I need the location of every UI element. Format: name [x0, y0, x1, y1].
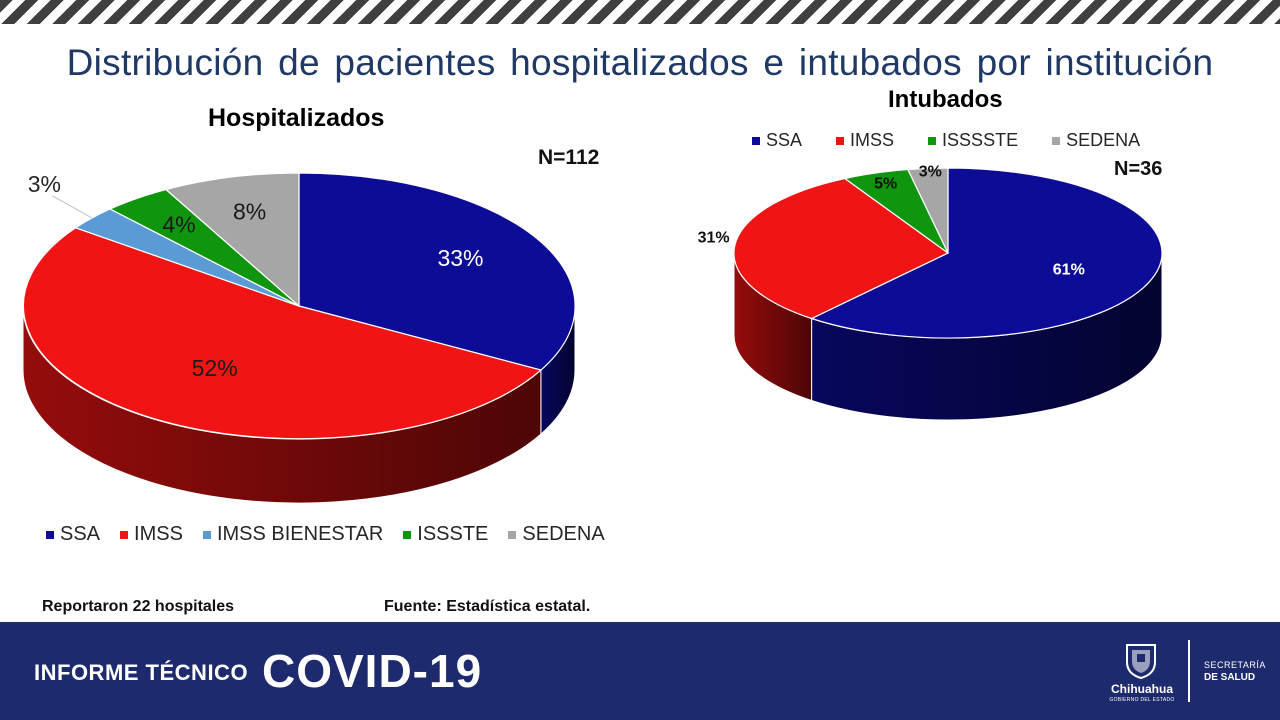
hospitals-reported-note: Reportaron 22 hospitales	[42, 598, 235, 615]
legend-item-ssa: SSA	[752, 130, 802, 151]
data-label-ssa: 61%	[1053, 262, 1085, 279]
page-title: Distribución de pacientes hospitalizados…	[66, 42, 1214, 83]
chart-title-intubados: Intubados	[888, 86, 1003, 113]
legend-intubados: SSA IMSS ISSSSTE SEDENA	[752, 130, 1174, 151]
top-stripe	[0, 0, 1280, 24]
data-label-imss-bienestar: 3%	[28, 171, 61, 197]
chart-title-hospitalizados: Hospitalizados	[208, 104, 385, 132]
data-label-issste: 5%	[874, 175, 897, 192]
legend-swatch	[46, 530, 54, 539]
data-label-ssa: 33%	[437, 245, 483, 271]
legend-label: ISSSSTE	[942, 130, 1019, 150]
legend-item-imss: IMSS	[120, 523, 183, 546]
legend-label: ISSSTE	[417, 523, 489, 545]
report-label: INFORME TÉCNICO	[34, 660, 249, 685]
legend-item-imss: IMSS	[836, 130, 894, 151]
state-crest-icon	[1126, 644, 1156, 680]
pie-slice-sedena	[164, 172, 300, 308]
data-label-issste: 4%	[162, 211, 195, 237]
legend-label: SEDENA	[522, 523, 605, 545]
data-label-sedena: 3%	[919, 164, 942, 181]
sample-size-hospitalizados: N=112	[538, 146, 600, 169]
pie-slice-imss	[22, 227, 543, 440]
legend-label: SEDENA	[1066, 130, 1141, 150]
salud-label: DE SALUD	[1204, 672, 1256, 683]
legend-swatch	[202, 530, 211, 539]
legend-item-ssa: SSA	[46, 523, 100, 546]
legend-hospitalizados: SSA IMSS IMSS BIENESTAR ISSSTE SEDENA	[46, 523, 625, 546]
legend-label: IMSS BIENESTAR	[216, 523, 384, 545]
legend-swatch	[836, 136, 845, 145]
report-title: COVID-19	[262, 645, 483, 697]
legend-label: IMSS	[134, 523, 183, 545]
legend-item-issste: ISSSTE	[403, 523, 488, 546]
footer-banner: INFORME TÉCNICO COVID-19 Chihuahua GOBIE…	[0, 622, 1280, 720]
sample-size-intubados: N=36	[1114, 158, 1163, 180]
logo-divider	[1188, 640, 1190, 702]
secretaria-label: SECRETARÍA	[1204, 660, 1266, 670]
government-logo-text: Chihuahua	[1111, 682, 1173, 696]
pie-slice-ssa	[809, 167, 1163, 339]
legend-item-imss-bienestar: IMSS BIENESTAR	[202, 523, 384, 546]
pie-slice-imss	[733, 177, 950, 320]
legend-item-sedena: SEDENA	[1052, 130, 1140, 151]
legend-label: IMSS	[850, 130, 895, 150]
legend-swatch	[752, 136, 760, 145]
pie-slice-sedena	[906, 167, 949, 254]
data-label-imss: 31%	[698, 229, 730, 246]
legend-item-sedena: SEDENA	[508, 523, 605, 546]
legend-item-isssste: ISSSSTE	[928, 130, 1018, 151]
legend-swatch	[508, 530, 517, 539]
legend-swatch	[120, 530, 129, 539]
leader-line	[52, 195, 93, 219]
data-label-sedena: 8%	[233, 198, 266, 224]
legend-label: SSA	[766, 130, 803, 150]
government-logo-subtext: GOBIERNO DEL ESTADO	[1109, 697, 1175, 703]
legend-swatch	[403, 530, 412, 539]
pie-slice-ssa	[298, 172, 576, 371]
legend-swatch	[1052, 136, 1061, 145]
legend-swatch	[928, 136, 937, 145]
data-label-imss: 52%	[192, 355, 238, 381]
source-note: Fuente: Estadística estatal.	[384, 598, 591, 615]
legend-label: SSA	[60, 523, 101, 545]
